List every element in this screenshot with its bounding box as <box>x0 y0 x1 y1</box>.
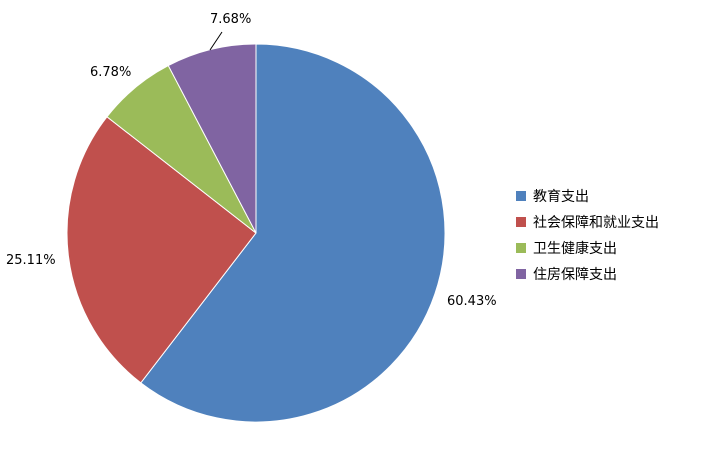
data-label-social-security: 25.11% <box>6 253 56 268</box>
legend-label-health: 卫生健康支出 <box>533 241 617 257</box>
pie-slice-social-security <box>66 116 257 384</box>
legend-swatch-social-security <box>516 217 526 227</box>
legend-item-social-security: 社会保障和就业支出 <box>516 209 659 235</box>
data-label-health: 6.78% <box>90 65 131 80</box>
pie-slice-education <box>140 43 446 423</box>
legend-swatch-housing <box>516 269 526 279</box>
data-label-education: 60.43% <box>447 294 497 309</box>
legend-item-housing: 住房保障支出 <box>516 261 659 287</box>
legend-swatch-health <box>516 243 526 253</box>
data-label-housing: 7.68% <box>210 12 251 27</box>
legend-swatch-education <box>516 191 526 201</box>
legend-item-health: 卫生健康支出 <box>516 235 659 261</box>
legend-label-social-security: 社会保障和就业支出 <box>533 215 659 231</box>
legend-label-housing: 住房保障支出 <box>533 267 617 283</box>
legend-item-education: 教育支出 <box>516 183 659 209</box>
chart-legend: 教育支出 社会保障和就业支出 卫生健康支出 住房保障支出 <box>516 183 659 287</box>
leader-line-housing <box>209 31 223 51</box>
legend-label-education: 教育支出 <box>533 189 589 205</box>
